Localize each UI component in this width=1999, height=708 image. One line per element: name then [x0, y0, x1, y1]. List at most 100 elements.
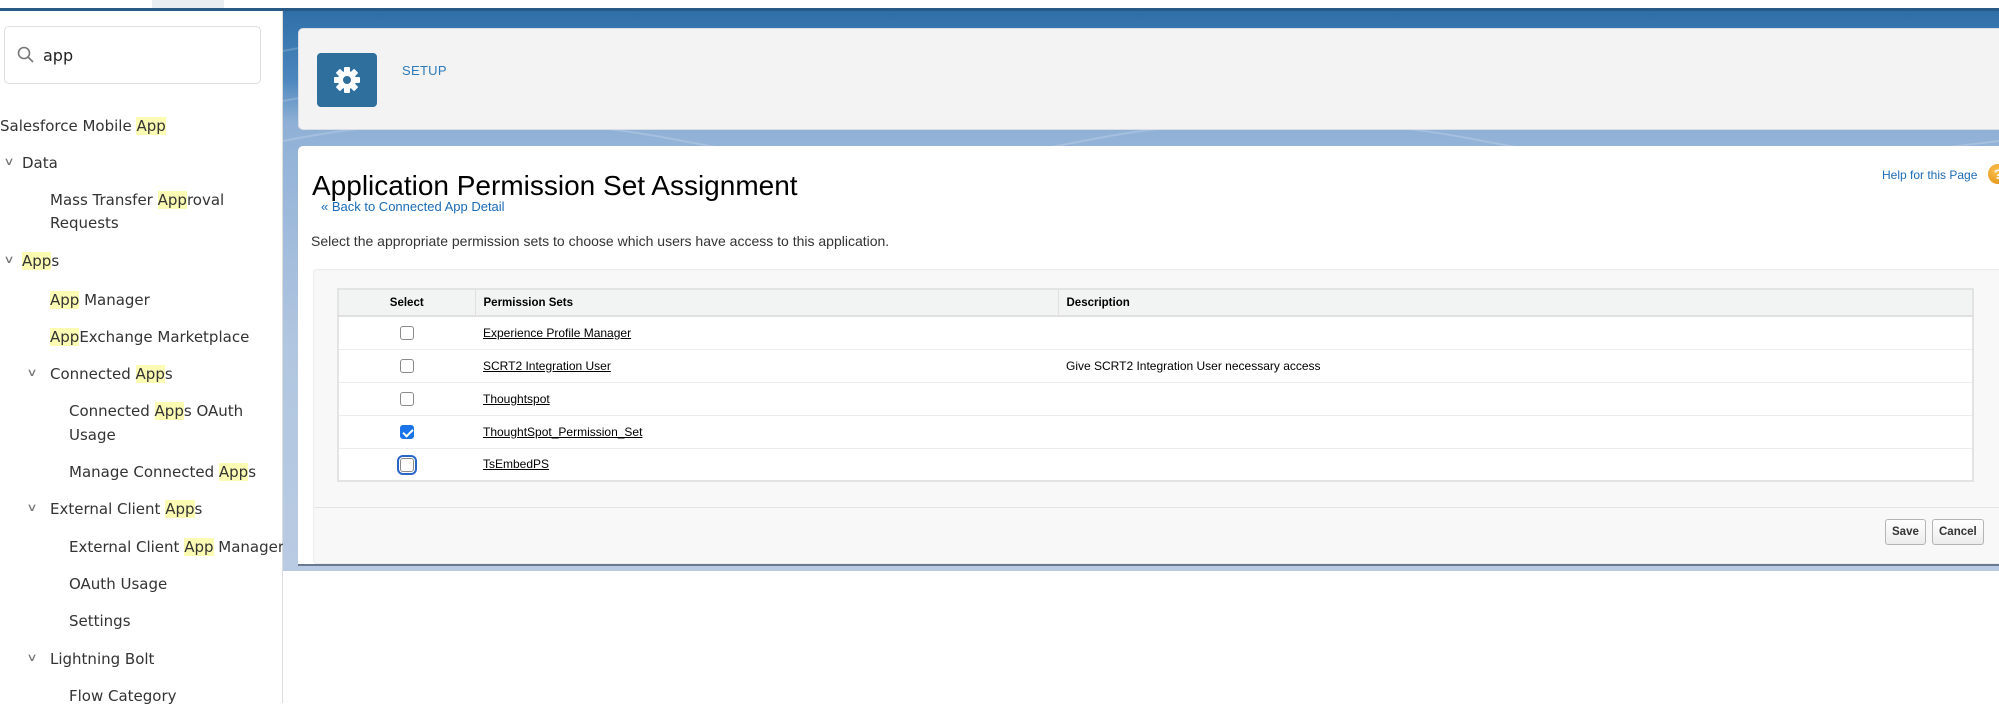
sidebar-item-text: Salesforce Mobile [0, 117, 137, 135]
sidebar-item-text: Requests [50, 214, 119, 232]
sidebar-item[interactable]: Usage [69, 424, 116, 447]
sidebar-item[interactable]: Connected Apps [50, 363, 173, 386]
permission-set-link[interactable]: TsEmbedPS [483, 457, 550, 472]
search-icon [17, 46, 34, 63]
description-cell [1058, 415, 1973, 449]
permission-set-link[interactable]: Experience Profile Manager [483, 325, 632, 340]
quick-find-input[interactable] [43, 41, 243, 69]
setup-gear-tile [317, 53, 377, 107]
chevron-down-icon[interactable]: ∨ [3, 155, 15, 168]
chevron-down-icon[interactable]: ∨ [3, 253, 15, 266]
permission-set-checkbox[interactable] [397, 454, 417, 475]
sidebar-item[interactable]: OAuth Usage [69, 573, 167, 596]
top-border [0, 8, 1999, 11]
chevron-down-icon[interactable]: ∨ [26, 501, 38, 514]
sidebar-item-text: Data [22, 154, 58, 172]
sidebar-item-text: s [248, 463, 257, 481]
back-to-connected-app-link[interactable]: « Back to Connected App Detail [321, 199, 505, 214]
sidebar-item-text: Manage Connected [69, 463, 219, 481]
help-for-this-page-link[interactable]: Help for this Page [1882, 168, 1978, 182]
sidebar-item-text: Lightning Bolt [50, 650, 155, 668]
permission-set-checkbox[interactable] [400, 391, 414, 406]
select-cell [338, 349, 475, 383]
permission-set-cell: ThoughtSpot_Permission_Set [475, 415, 1058, 449]
sidebar-item[interactable]: Connected Apps OAuth [69, 400, 243, 423]
select-cell [338, 415, 475, 449]
setup-sidebar: Salesforce Mobile App ∨ Data Mass Transfer … [0, 11, 284, 705]
sidebar-item-text: Mass Transfer [50, 191, 158, 209]
search-highlight: App [136, 117, 166, 135]
search-highlight: App [184, 538, 214, 556]
setup-label: SETUP [402, 63, 447, 78]
column-header-description: Description [1057, 289, 1973, 317]
sidebar-item[interactable]: Manage Connected Apps [69, 461, 256, 484]
sidebar-item-text: roval [186, 191, 225, 209]
sidebar-item-text: Flow Category [69, 687, 177, 705]
search-highlight: App [157, 191, 187, 209]
page-description: Select the appropriate permission sets t… [311, 233, 890, 249]
chevron-down-icon[interactable]: ∨ [26, 366, 38, 379]
sidebar-item-text: External Client [69, 538, 185, 556]
sidebar-item[interactable]: External Client App Manager [69, 536, 284, 559]
table-header-row: Select Permission Sets Description [337, 289, 1973, 317]
search-highlight: App [165, 500, 195, 518]
select-cell [338, 448, 475, 482]
permission-set-cell: Thoughtspot [475, 382, 1058, 416]
description-cell: Give SCRT2 Integration User necessary ac… [1058, 349, 1973, 383]
chevron-down-icon[interactable]: ∨ [26, 651, 38, 664]
sidebar-item[interactable]: Settings [69, 610, 131, 633]
main-area: SETUP Application Permission Set Assignm… [283, 11, 1999, 703]
sidebar-item-text: Usage [69, 426, 116, 444]
sidebar-item[interactable]: External Client Apps [50, 498, 202, 521]
sidebar-item[interactable]: Lightning Bolt [50, 648, 154, 671]
sidebar-item[interactable]: Mass Transfer Approval [50, 189, 224, 212]
sidebar-item-text: Exchange Marketplace [79, 328, 250, 346]
sidebar-item[interactable]: Requests [50, 212, 119, 235]
sidebar-item-text: s [164, 365, 173, 383]
quick-find-box[interactable] [4, 26, 261, 84]
assignment-panel: Select Permission Sets Description Exper… [313, 269, 1999, 564]
permission-set-cell: Experience Profile Manager [475, 316, 1058, 350]
permission-sets-table: Select Permission Sets Description Exper… [337, 288, 1974, 482]
table-row: ThoughtSpot_Permission_Set [338, 415, 1973, 449]
sidebar-item-text: s [194, 500, 203, 518]
search-highlight: App [50, 291, 80, 309]
permission-set-checkbox[interactable] [400, 326, 414, 341]
permission-set-cell: TsEmbedPS [475, 448, 1058, 482]
sidebar-item-text: Manager [79, 291, 150, 309]
sidebar-item[interactable]: AppExchange Marketplace [50, 326, 249, 349]
gear-icon [334, 67, 360, 93]
permission-set-checkbox[interactable] [400, 424, 414, 439]
table-row: SCRT2 Integration User Give SCRT2 Integr… [338, 349, 1973, 383]
search-highlight: App [218, 463, 249, 481]
select-cell [338, 316, 475, 350]
permission-set-checkbox[interactable] [400, 358, 414, 373]
sidebar-item[interactable]: Salesforce Mobile App [0, 115, 166, 138]
permission-set-link[interactable]: SCRT2 Integration User [483, 358, 611, 373]
select-cell [338, 382, 475, 416]
permission-set-link[interactable]: Thoughtspot [483, 391, 550, 406]
cancel-button[interactable]: Cancel [1932, 519, 1984, 545]
sidebar-item-text: Settings [69, 612, 131, 630]
table-row: TsEmbedPS [338, 448, 1973, 482]
save-button[interactable]: Save [1885, 519, 1926, 545]
sidebar-item[interactable]: Flow Category [69, 685, 177, 708]
sidebar-item-text: External Client [50, 500, 166, 518]
top-tab [152, 0, 224, 8]
browser-top-strip [0, 0, 1999, 10]
column-header-select: Select [337, 289, 475, 317]
sidebar-item[interactable]: App Manager [50, 289, 150, 312]
help-icon[interactable]: ? [1988, 164, 1999, 184]
search-highlight: App [22, 252, 52, 270]
setup-header: SETUP [298, 28, 1999, 130]
column-header-permission-sets: Permission Sets [474, 289, 1058, 317]
sidebar-item-text: Connected [69, 402, 155, 420]
search-highlight: App [50, 328, 80, 346]
permission-set-link[interactable]: ThoughtSpot_Permission_Set [483, 424, 643, 439]
table-row: Thoughtspot [338, 382, 1973, 416]
sidebar-item[interactable]: Data [22, 152, 58, 175]
sidebar-item[interactable]: Apps [22, 250, 59, 273]
sidebar-item-text: Manager [213, 538, 285, 556]
sidebar-item-text: Connected [50, 365, 136, 383]
description-cell [1058, 316, 1973, 350]
